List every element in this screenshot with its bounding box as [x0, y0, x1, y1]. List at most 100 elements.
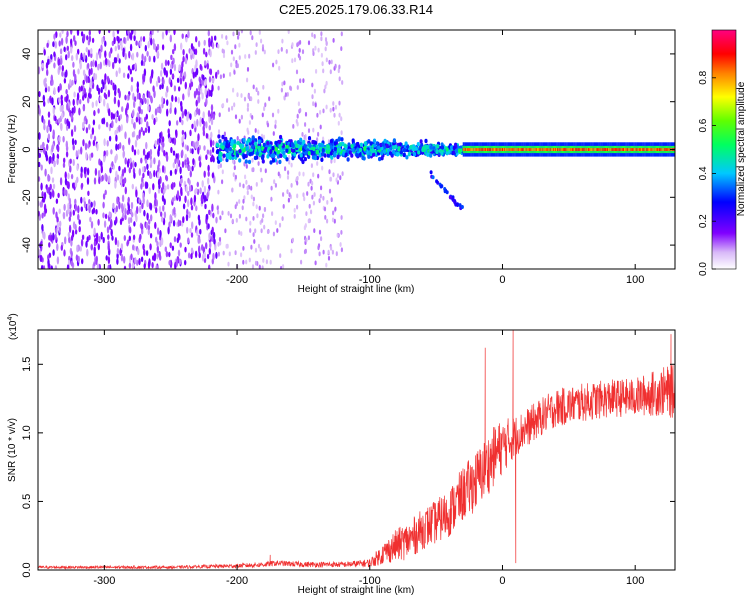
- heatmap-cell: [178, 86, 181, 92]
- heatmap-cell: [80, 85, 84, 92]
- heatmap-cell: [156, 241, 159, 247]
- heatmap-cell: [131, 183, 134, 190]
- heatmap-cell: [149, 202, 153, 211]
- svg-text:(x104): (x104): [7, 313, 19, 340]
- heatmap-cell: [153, 117, 156, 126]
- heatmap-cell: [94, 73, 98, 81]
- heatmap-cell: [254, 138, 258, 143]
- heatmap-cell: [140, 256, 144, 263]
- heatmap-cell: [307, 218, 310, 224]
- heatmap-cell: [121, 168, 125, 177]
- heatmap-cell: [103, 220, 107, 228]
- heatmap-cell: [103, 155, 106, 163]
- heatmap-cell: [649, 148, 651, 151]
- heatmap-cell: [181, 110, 184, 119]
- heatmap-cell: [72, 69, 76, 77]
- heatmap-cell: [255, 182, 258, 187]
- heatmap-cell: [233, 144, 237, 149]
- heatmap-cell: [153, 55, 156, 63]
- heatmap-cell: [327, 255, 331, 261]
- heatmap-cell: [204, 203, 207, 210]
- heatmap-cell: [257, 243, 261, 249]
- heatmap-cell: [310, 149, 314, 155]
- heatmap-cell: [198, 156, 201, 162]
- heatmap-cell: [103, 138, 106, 147]
- heatmap-cell: [198, 252, 201, 259]
- heatmap-cell: [159, 84, 162, 90]
- heatmap-cell: [230, 49, 234, 55]
- heatmap-cell: [167, 226, 170, 235]
- heatmap-cell: [513, 148, 515, 151]
- heatmap-cell: [123, 255, 126, 264]
- heatmap-cell: [179, 116, 182, 123]
- heatmap-cell: [274, 119, 277, 125]
- heatmap-cell: [144, 98, 147, 104]
- heatmap-cell: [586, 148, 589, 151]
- heatmap-cell: [219, 74, 222, 80]
- heatmap-cell: [50, 166, 53, 175]
- x-tick-label: -100: [359, 575, 381, 587]
- heatmap-cell: [203, 257, 207, 264]
- heatmap-cell: [57, 145, 60, 153]
- heatmap-cell: [90, 67, 93, 75]
- heatmap-cell: [127, 158, 130, 164]
- heatmap-cell: [79, 246, 83, 252]
- heatmap-cell: [287, 30, 290, 34]
- heatmap-cell: [221, 169, 224, 175]
- heatmap-cell: [98, 176, 101, 185]
- heatmap-cell: [82, 94, 85, 101]
- heatmap-cell: [254, 141, 258, 146]
- heatmap-cell: [296, 121, 299, 127]
- heatmap-cell: [97, 108, 100, 114]
- heatmap-cell: [195, 87, 199, 96]
- heatmap-cell: [40, 182, 43, 191]
- heatmap-cell: [302, 192, 305, 198]
- heatmap-cell: [257, 145, 261, 151]
- heatmap-cell: [99, 61, 103, 70]
- heatmap-cell: [120, 243, 124, 251]
- heatmap-cell: [311, 32, 314, 38]
- heatmap-cell: [82, 105, 86, 112]
- heatmap-cell: [168, 30, 171, 34]
- heatmap-cell: [244, 54, 247, 59]
- heatmap-cell: [236, 136, 239, 141]
- heatmap-cell: [136, 51, 139, 58]
- heatmap-cell: [452, 150, 456, 155]
- heatmap-cell: [61, 112, 64, 120]
- heatmap-cell: [242, 154, 246, 159]
- heatmap-cell: [41, 212, 44, 219]
- heatmap-cell: [145, 113, 148, 120]
- heatmap-cell: [63, 236, 67, 245]
- heatmap-cell: [203, 60, 207, 66]
- heatmap-cell: [127, 196, 130, 204]
- heatmap-cell: [600, 148, 602, 151]
- heatmap-cell: [532, 148, 534, 151]
- colorbar-label: Normalized spectral amplitude: [736, 81, 747, 216]
- heatmap-cell: [569, 148, 572, 151]
- heatmap-cell: [107, 256, 111, 265]
- heatmap-cell: [470, 148, 472, 151]
- heatmap-cell: [98, 235, 101, 243]
- heatmap-cell: [242, 137, 246, 143]
- heatmap-cell: [291, 237, 294, 243]
- heatmap-cell: [108, 175, 111, 184]
- heatmap-cell: [316, 137, 319, 143]
- heatmap-cell: [237, 31, 240, 37]
- heatmap-cell: [235, 60, 238, 65]
- heatmap-cell: [181, 149, 184, 158]
- heatmap-cell: [604, 148, 607, 151]
- heatmap-cell: [264, 168, 267, 174]
- heatmap-cell: [195, 36, 198, 43]
- heatmap-cell: [78, 225, 81, 233]
- heatmap-cell: [248, 120, 251, 125]
- heatmap-cell: [98, 124, 101, 130]
- heatmap-cell: [147, 125, 151, 134]
- y-tick-label: 20: [21, 96, 33, 108]
- heatmap-cell: [182, 75, 185, 82]
- heatmap-cell: [161, 96, 164, 104]
- heatmap-cell: [261, 112, 264, 118]
- heatmap-cell: [338, 76, 341, 82]
- heatmap-cell: [242, 259, 245, 265]
- heatmap-cell: [312, 127, 315, 133]
- heatmap-cell: [143, 209, 146, 217]
